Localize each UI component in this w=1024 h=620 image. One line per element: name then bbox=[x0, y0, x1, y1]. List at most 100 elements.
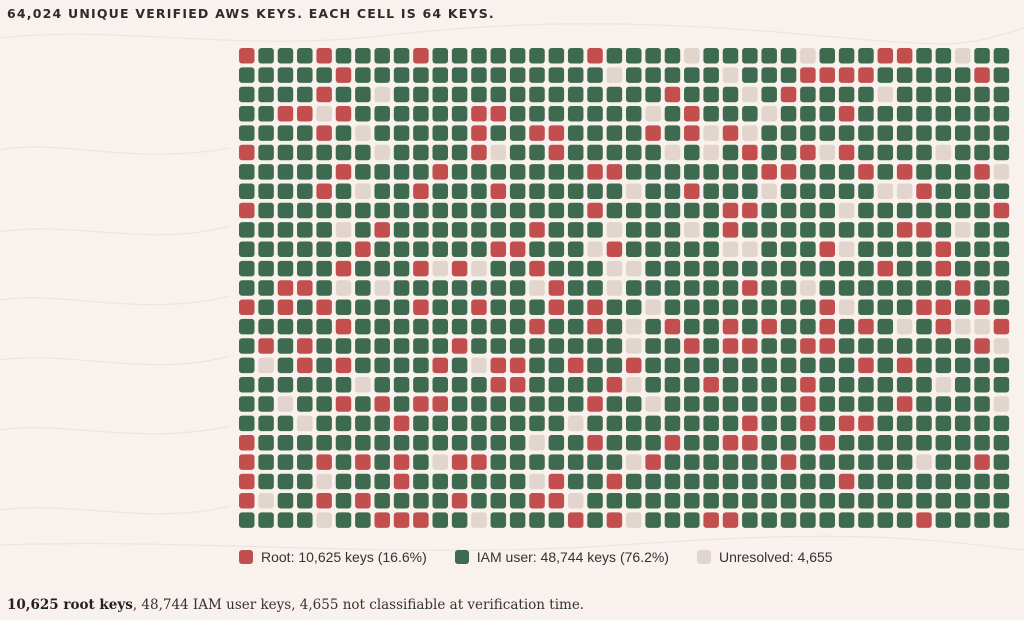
legend: Root: 10,625 keys (16.6%) IAM user: 48,7… bbox=[239, 549, 861, 565]
waffle-cell-iam-user bbox=[297, 86, 313, 103]
waffle-cell-iam-user bbox=[606, 396, 623, 412]
waffle-cell-root bbox=[626, 357, 642, 374]
waffle-cell-iam-user bbox=[393, 202, 410, 219]
caption-bold: 10,625 root keys bbox=[7, 597, 133, 613]
waffle-cell-root bbox=[451, 454, 468, 470]
waffle-cell-unresolved bbox=[606, 67, 623, 83]
waffle-cell-root bbox=[800, 396, 816, 412]
waffle-cell-iam-user bbox=[393, 396, 410, 412]
waffle-cell-root bbox=[297, 280, 313, 296]
waffle-cell-root bbox=[896, 396, 913, 412]
waffle-cell-iam-user bbox=[606, 144, 623, 161]
waffle-cell-iam-user bbox=[684, 435, 700, 451]
waffle-cell-root bbox=[393, 512, 410, 528]
waffle-cell-iam-user bbox=[742, 299, 758, 316]
waffle-cell-iam-user bbox=[297, 241, 313, 257]
waffle-cell-iam-user bbox=[509, 280, 526, 296]
waffle-cell-iam-user bbox=[703, 454, 719, 470]
waffle-cell-unresolved bbox=[335, 222, 352, 238]
waffle-cell-root bbox=[838, 106, 855, 122]
waffle-cell-root bbox=[722, 222, 739, 238]
waffle-cell-unresolved bbox=[258, 493, 274, 509]
waffle-cell-iam-user bbox=[413, 106, 429, 122]
waffle-cell-iam-user bbox=[567, 280, 584, 296]
waffle-cell-iam-user bbox=[490, 435, 507, 451]
waffle-cell-iam-user bbox=[258, 48, 274, 64]
waffle-cell-iam-user bbox=[432, 338, 448, 354]
waffle-cell-iam-user bbox=[935, 357, 952, 374]
waffle-cell-iam-user bbox=[567, 86, 584, 103]
waffle-cell-iam-user bbox=[684, 144, 700, 161]
waffle-cell-iam-user bbox=[916, 241, 932, 257]
waffle-cell-root bbox=[974, 299, 990, 316]
waffle-cell-iam-user bbox=[413, 67, 429, 83]
waffle-cell-unresolved bbox=[877, 183, 894, 199]
waffle-cell-iam-user bbox=[374, 473, 390, 490]
waffle-cell-iam-user bbox=[606, 318, 623, 335]
waffle-cell-iam-user bbox=[703, 280, 719, 296]
waffle-cell-root bbox=[335, 67, 352, 83]
waffle-cell-root bbox=[297, 357, 313, 374]
waffle-cell-root bbox=[974, 454, 990, 470]
waffle-cell-iam-user bbox=[587, 280, 603, 296]
waffle-cell-iam-user bbox=[974, 241, 990, 257]
waffle-cell-iam-user bbox=[722, 86, 739, 103]
waffle-cell-iam-user bbox=[567, 144, 584, 161]
waffle-cell-iam-user bbox=[935, 415, 952, 432]
waffle-cell-iam-user bbox=[761, 473, 777, 490]
waffle-cell-iam-user bbox=[297, 318, 313, 335]
waffle-cell-root bbox=[548, 493, 565, 509]
waffle-cell-iam-user bbox=[877, 512, 894, 528]
legend-item-unresolved: Unresolved: 4,655 bbox=[696, 549, 833, 565]
waffle-cell-iam-user bbox=[993, 512, 1010, 528]
waffle-cell-iam-user bbox=[819, 396, 835, 412]
waffle-cell-iam-user bbox=[684, 454, 700, 470]
waffle-cell-root bbox=[761, 318, 777, 335]
waffle-cell-iam-user bbox=[567, 202, 584, 219]
waffle-cell-iam-user bbox=[471, 48, 487, 64]
waffle-cell-iam-user bbox=[838, 260, 855, 277]
waffle-cell-root bbox=[567, 357, 584, 374]
waffle-cell-iam-user bbox=[993, 86, 1010, 103]
waffle-cell-iam-user bbox=[490, 415, 507, 432]
waffle-cell-iam-user bbox=[916, 396, 932, 412]
waffle-cell-iam-user bbox=[645, 222, 661, 238]
waffle-cell-iam-user bbox=[393, 435, 410, 451]
waffle-cell-root bbox=[858, 67, 874, 83]
waffle-cell-iam-user bbox=[490, 222, 507, 238]
waffle-cell-iam-user bbox=[567, 435, 584, 451]
waffle-cell-root bbox=[587, 396, 603, 412]
waffle-cell-iam-user bbox=[974, 183, 990, 199]
waffle-cell-iam-user bbox=[297, 493, 313, 509]
waffle-cell-iam-user bbox=[335, 493, 352, 509]
waffle-cell-iam-user bbox=[490, 260, 507, 277]
waffle-cell-root bbox=[587, 164, 603, 180]
waffle-cell-iam-user bbox=[606, 106, 623, 122]
waffle-cell-root bbox=[529, 493, 545, 509]
waffle-cell-iam-user bbox=[935, 338, 952, 354]
waffle-cell-iam-user bbox=[548, 48, 565, 64]
waffle-cell-iam-user bbox=[393, 280, 410, 296]
waffle-cell-iam-user bbox=[800, 86, 816, 103]
waffle-cell-iam-user bbox=[355, 415, 371, 432]
waffle-cell-root bbox=[606, 512, 623, 528]
waffle-cell-iam-user bbox=[645, 260, 661, 277]
waffle-cell-iam-user bbox=[548, 396, 565, 412]
waffle-cell-iam-user bbox=[374, 493, 390, 509]
waffle-cell-iam-user bbox=[935, 106, 952, 122]
waffle-cell-root bbox=[587, 202, 603, 219]
waffle-cell-iam-user bbox=[954, 299, 971, 316]
waffle-cell-iam-user bbox=[974, 48, 990, 64]
waffle-cell-iam-user bbox=[606, 48, 623, 64]
waffle-cell-iam-user bbox=[432, 415, 448, 432]
waffle-cell-iam-user bbox=[780, 376, 797, 393]
waffle-cell-iam-user bbox=[374, 183, 390, 199]
waffle-cell-root bbox=[355, 241, 371, 257]
waffle-cell-iam-user bbox=[490, 454, 507, 470]
waffle-cell-unresolved bbox=[645, 299, 661, 316]
waffle-cell-root bbox=[722, 512, 739, 528]
waffle-cell-iam-user bbox=[954, 125, 971, 141]
waffle-cell-iam-user bbox=[490, 125, 507, 141]
waffle-cell-iam-user bbox=[355, 512, 371, 528]
waffle-cell-iam-user bbox=[877, 415, 894, 432]
